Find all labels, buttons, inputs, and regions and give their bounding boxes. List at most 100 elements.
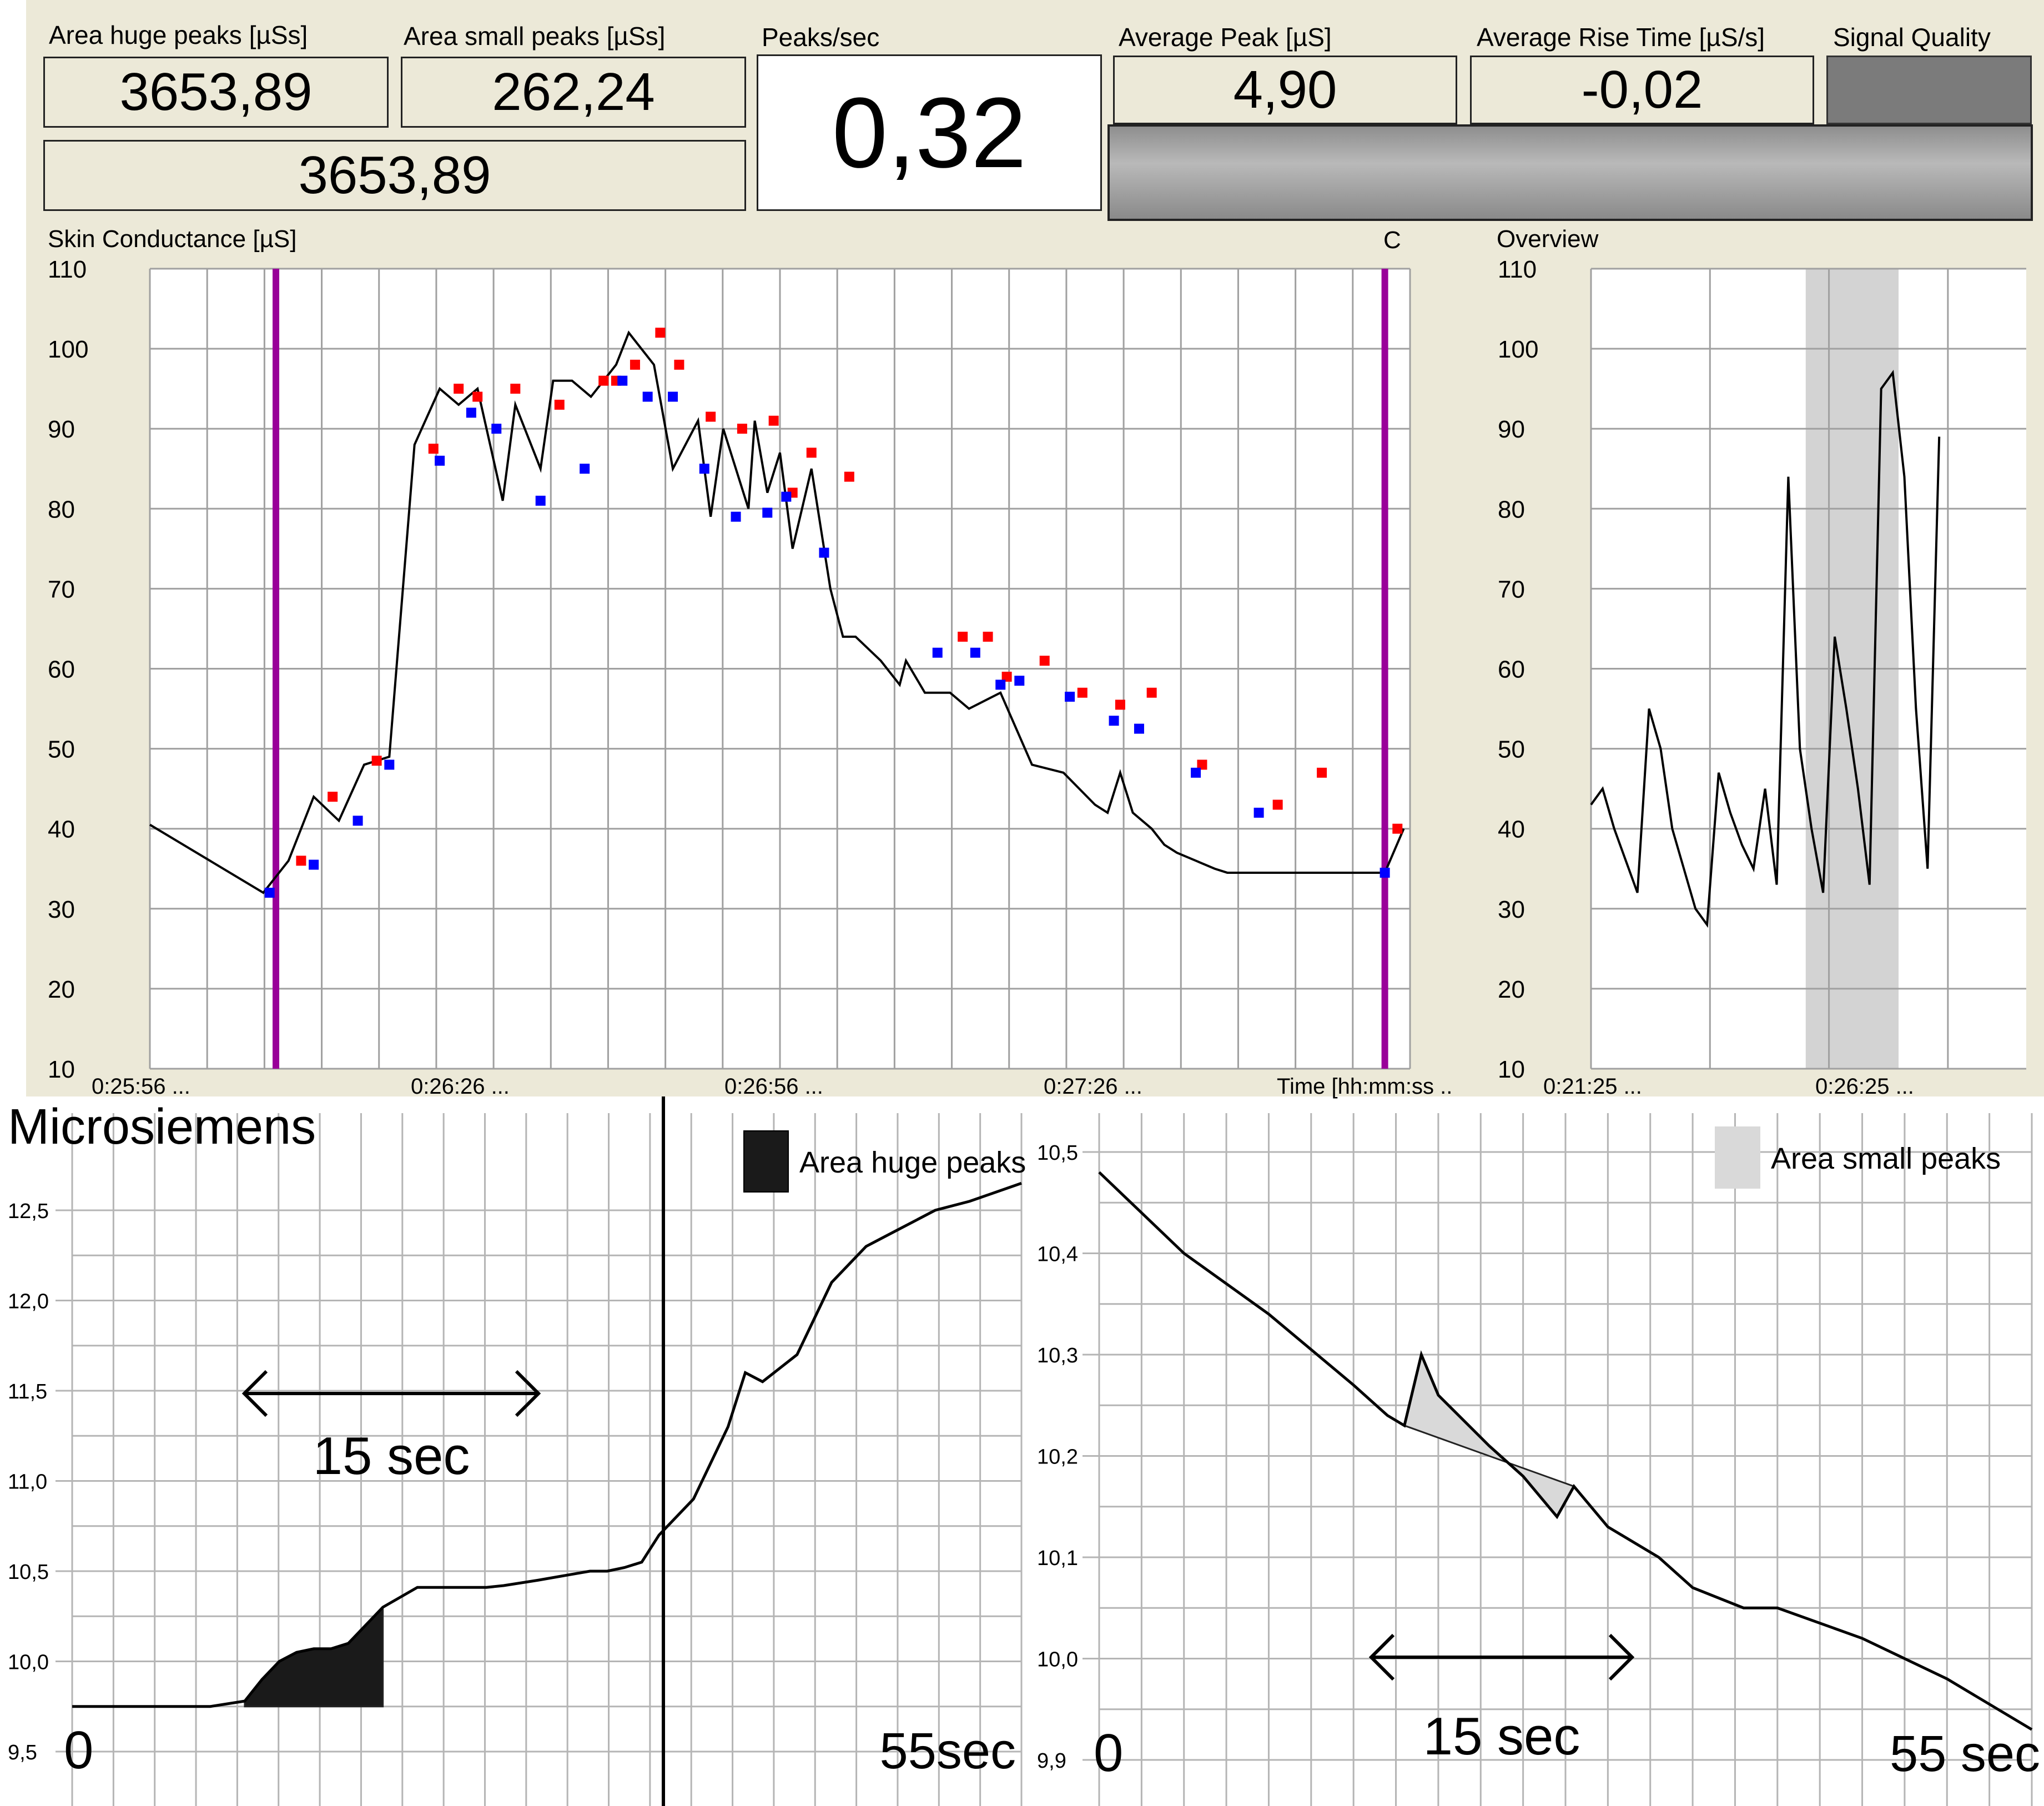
- y-tick-label: 9,5: [8, 1741, 37, 1764]
- valley-marker: [642, 391, 653, 402]
- arrow-head-right: [1608, 1633, 1635, 1681]
- x-start-label: 0: [1094, 1723, 1123, 1783]
- peak-marker: [1077, 687, 1088, 698]
- overview-title: Overview: [1497, 225, 1599, 253]
- skin-conductance-title: Skin Conductance [µS]: [48, 225, 297, 253]
- legend-label: Area huge peaks: [799, 1146, 1026, 1179]
- x-start-label: 0: [64, 1721, 93, 1780]
- valley-marker: [435, 455, 445, 466]
- valley-marker: [491, 424, 502, 434]
- area-huge-peaks-title: Area huge peaks [µSs]: [49, 21, 308, 49]
- y-tick-label: 10,3: [1037, 1344, 1078, 1367]
- interval-label: 15 sec: [1423, 1707, 1580, 1766]
- area-small-peaks-chart: 9,9 10,0 10,1 10,2 10,3 10,4 10,5 Area small pe…: [1037, 1113, 2040, 1806]
- y-tick-label: 20: [48, 976, 75, 1003]
- valley-marker: [781, 491, 792, 502]
- y-tick-label: 10,0: [8, 1651, 49, 1674]
- y-tick-label: 30: [1498, 896, 1525, 923]
- y-tick-label: 90: [48, 416, 75, 443]
- average-rise-time-title: Average Rise Time [µS/s]: [1477, 23, 1765, 52]
- peak-marker: [1146, 687, 1157, 698]
- y-tick-label: 12,0: [8, 1290, 49, 1314]
- y-tick-label: 30: [48, 896, 75, 923]
- y-tick-label: 50: [1498, 736, 1525, 763]
- y-tick-label: 70: [48, 576, 75, 603]
- peak-marker: [328, 792, 338, 802]
- x-tick-label: 0:25:56 ...: [92, 1074, 190, 1099]
- y-tick-label: 20: [1498, 976, 1525, 1003]
- overview-line: [1590, 369, 1941, 928]
- average-peak-value: 4,90: [1113, 56, 1457, 124]
- y-tick-label: 9,9: [1037, 1749, 1066, 1773]
- area-small-peaks-title: Area small peaks [µSs]: [404, 22, 666, 51]
- valley-marker: [970, 647, 980, 658]
- valley-marker: [1109, 716, 1119, 726]
- valley-marker: [1191, 767, 1201, 778]
- peak-marker: [1317, 767, 1327, 778]
- peak-marker: [472, 391, 483, 402]
- valley-marker: [309, 859, 319, 870]
- area-small-peaks-value: 262,24: [401, 57, 746, 128]
- x-tick-label: Time [hh:mm:ss ...]: [1277, 1074, 1454, 1099]
- shaded-area: [1403, 1352, 1575, 1518]
- valley-marker: [264, 887, 275, 898]
- y-tick-label: 100: [1498, 336, 1538, 363]
- x-tick-label: 0:26:56 ...: [724, 1074, 823, 1099]
- peak-marker: [1001, 671, 1012, 682]
- valley-marker: [384, 759, 395, 770]
- y-tick-label: 110: [1498, 256, 1537, 283]
- x-tick-label: 0:27:26 ...: [1044, 1074, 1142, 1099]
- peak-marker: [1115, 700, 1125, 710]
- y-tick-label: 10: [1498, 1056, 1525, 1083]
- overview-chart[interactable]: 10 20 30 40 50 60 70 80 90 100 110 0:21:25 ... 0:26:…: [1488, 244, 2044, 1099]
- y-tick-label: 60: [48, 656, 75, 683]
- chart-title: Microsiemens: [8, 1099, 316, 1155]
- y-tick-label: 50: [48, 736, 75, 763]
- signal-quality-bar: [1107, 124, 2033, 221]
- peak-marker: [510, 384, 521, 394]
- peak-marker: [296, 856, 306, 866]
- y-tick-label: 10,5: [8, 1561, 49, 1584]
- valley-marker: [731, 511, 741, 522]
- peaks-per-sec-value: 0,32: [757, 54, 1102, 211]
- peak-marker: [598, 375, 609, 386]
- valley-marker: [762, 507, 773, 518]
- x-tick-label: 0:26:25 ...: [1815, 1074, 1914, 1099]
- valley-marker: [1134, 723, 1144, 734]
- x-end-label: 55 sec: [1890, 1725, 2040, 1782]
- peak-marker: [674, 359, 684, 370]
- y-tick-label: 90: [1498, 416, 1525, 443]
- skin-conductance-line: [149, 330, 1405, 894]
- peak-marker: [706, 411, 716, 422]
- peak-marker: [554, 399, 565, 410]
- y-tick-label: 10: [48, 1056, 75, 1083]
- valley-marker: [668, 391, 678, 402]
- conductance-line: [72, 1181, 1022, 1708]
- area-huge-peaks-chart: 9,5 10,0 10,5 11,0 11,5 12,0 12,5 Area huge pea…: [8, 1096, 1026, 1806]
- total-area-value: 3653,89: [43, 140, 746, 211]
- valley-marker: [819, 547, 829, 558]
- area-huge-peaks-value: 3653,89: [43, 57, 389, 128]
- cursor-label: C: [1383, 227, 1401, 254]
- signal-quality-title: Signal Quality: [1833, 23, 1991, 52]
- peak-marker: [737, 424, 747, 434]
- arrow-head-right: [515, 1370, 541, 1417]
- peak-marker: [768, 415, 779, 426]
- valley-marker: [699, 464, 709, 474]
- y-tick-label: 40: [48, 816, 75, 843]
- y-tick-label: 11,5: [8, 1380, 47, 1403]
- y-tick-label: 10,1: [1037, 1547, 1078, 1570]
- valley-marker: [617, 375, 628, 386]
- legend-swatch: [1715, 1126, 1760, 1189]
- valley-marker: [580, 464, 590, 474]
- y-tick-label: 12,5: [8, 1200, 49, 1223]
- peak-marker: [844, 471, 854, 482]
- valley-marker: [1380, 867, 1390, 878]
- y-tick-label: 110: [48, 256, 87, 283]
- skin-conductance-chart[interactable]: 10 20 30 40 50 60 70 80 90 100 110 0:25:56 ... 0:26:…: [0, 244, 1454, 1099]
- peak-marker: [806, 447, 817, 458]
- signal-quality-indicator: [1826, 56, 2032, 124]
- legend-label: Area small peaks: [1771, 1142, 2001, 1175]
- average-peak-title: Average Peak [µS]: [1119, 23, 1332, 52]
- y-tick-label: 80: [48, 496, 75, 523]
